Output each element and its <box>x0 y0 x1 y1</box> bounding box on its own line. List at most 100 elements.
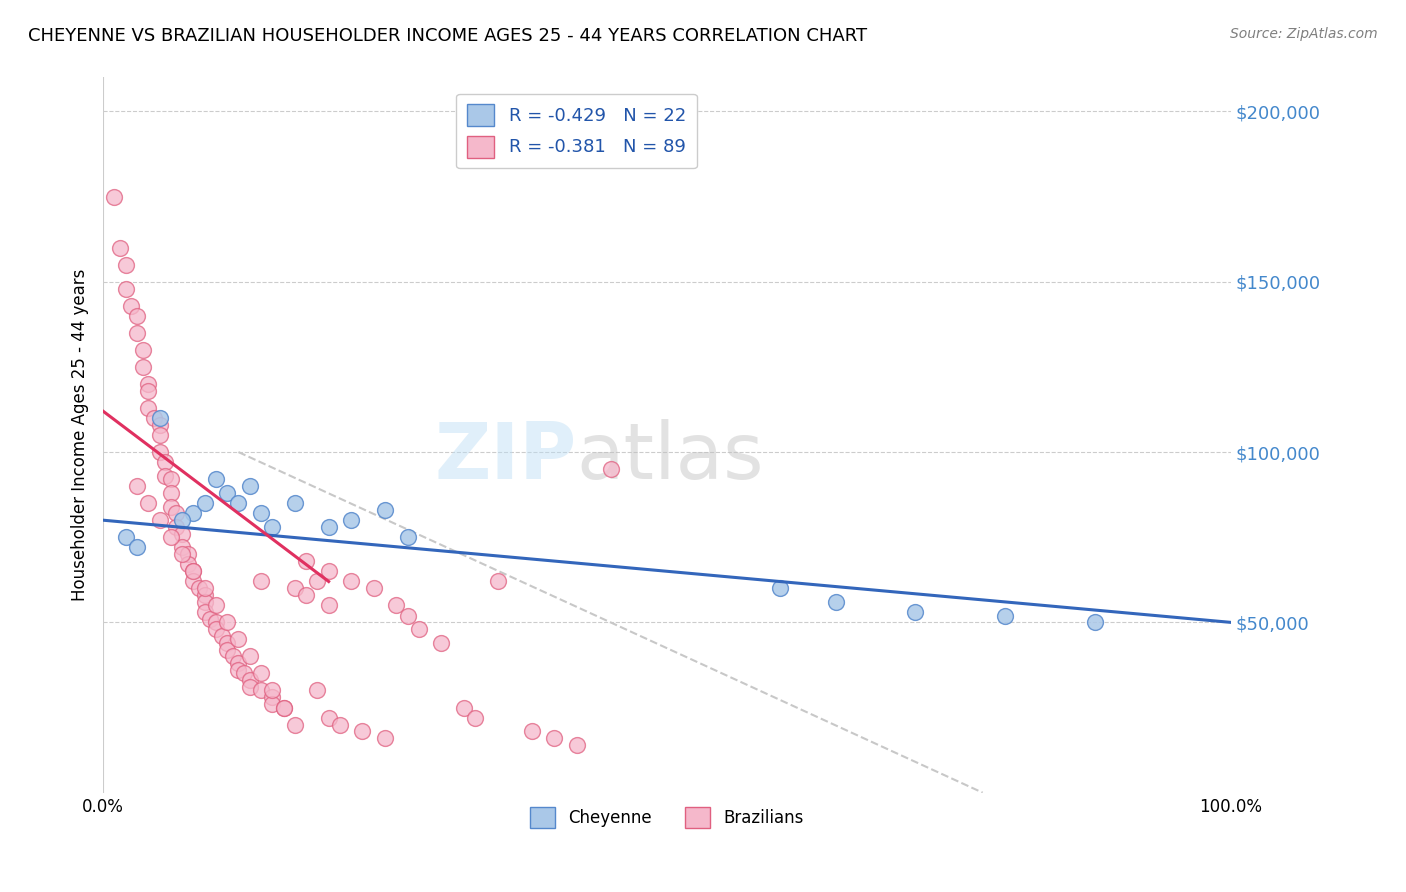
Point <box>543 731 565 746</box>
Point <box>159 500 181 514</box>
Point <box>239 479 262 493</box>
Y-axis label: Householder Income Ages 25 - 44 years: Householder Income Ages 25 - 44 years <box>72 268 89 601</box>
Point <box>194 595 217 609</box>
Point <box>295 588 318 602</box>
Point <box>250 683 273 698</box>
Point <box>165 507 187 521</box>
Point <box>114 530 136 544</box>
Point <box>228 632 250 647</box>
Point <box>228 657 250 671</box>
Point <box>318 599 340 613</box>
Point <box>239 649 262 664</box>
Legend: Cheyenne, Brazilians: Cheyenne, Brazilians <box>523 801 811 834</box>
Point <box>194 582 217 596</box>
Point <box>284 582 307 596</box>
Point <box>904 605 927 619</box>
Point <box>194 588 217 602</box>
Point <box>194 605 217 619</box>
Point <box>120 299 142 313</box>
Point <box>136 376 159 391</box>
Point <box>136 384 159 398</box>
Point <box>188 582 211 596</box>
Point <box>262 697 284 711</box>
Point <box>114 282 136 296</box>
Point <box>125 541 148 555</box>
Text: ZIP: ZIP <box>434 418 576 494</box>
Point <box>340 513 363 527</box>
Point <box>284 496 307 510</box>
Point <box>396 530 419 544</box>
Point <box>374 731 396 746</box>
Point <box>159 486 181 500</box>
Point <box>318 711 340 725</box>
Point <box>408 622 430 636</box>
Point <box>250 507 273 521</box>
Point <box>205 472 228 486</box>
Point <box>183 564 205 578</box>
Point <box>340 574 363 589</box>
Point <box>318 564 340 578</box>
Point <box>153 469 176 483</box>
Point <box>142 411 165 425</box>
Text: Source: ZipAtlas.com: Source: ZipAtlas.com <box>1230 27 1378 41</box>
Text: CHEYENNE VS BRAZILIAN HOUSEHOLDER INCOME AGES 25 - 44 YEARS CORRELATION CHART: CHEYENNE VS BRAZILIAN HOUSEHOLDER INCOME… <box>28 27 868 45</box>
Point <box>228 496 250 510</box>
Point <box>217 486 239 500</box>
Point <box>239 680 262 694</box>
Point <box>176 547 198 561</box>
Point <box>284 717 307 731</box>
Point <box>599 462 621 476</box>
Point <box>170 513 193 527</box>
Point <box>103 189 125 203</box>
Point <box>148 417 170 432</box>
Point <box>307 574 329 589</box>
Point <box>385 599 408 613</box>
Point <box>994 608 1017 623</box>
Point <box>205 599 228 613</box>
Point <box>520 724 543 739</box>
Point <box>486 574 509 589</box>
Point <box>176 558 198 572</box>
Point <box>131 359 153 374</box>
Point <box>148 445 170 459</box>
Point <box>170 526 193 541</box>
Point <box>159 472 181 486</box>
Point <box>131 343 153 357</box>
Point <box>205 622 228 636</box>
Point <box>211 629 233 643</box>
Point <box>396 608 419 623</box>
Point <box>222 649 245 664</box>
Point <box>183 574 205 589</box>
Point <box>217 642 239 657</box>
Point <box>273 700 295 714</box>
Point <box>194 496 217 510</box>
Point <box>148 411 170 425</box>
Point <box>183 507 205 521</box>
Point <box>262 683 284 698</box>
Point <box>262 690 284 705</box>
Point <box>165 520 187 534</box>
Point <box>769 582 792 596</box>
Point <box>318 520 340 534</box>
Point <box>295 554 318 568</box>
Point <box>125 326 148 340</box>
Text: atlas: atlas <box>576 418 765 494</box>
Point <box>825 595 848 609</box>
Point <box>239 673 262 688</box>
Point <box>200 612 222 626</box>
Point <box>217 615 239 630</box>
Point <box>170 547 193 561</box>
Point <box>170 541 193 555</box>
Point <box>363 582 385 596</box>
Point <box>329 717 352 731</box>
Point <box>125 479 148 493</box>
Point <box>205 615 228 630</box>
Point <box>453 700 475 714</box>
Point <box>1084 615 1107 630</box>
Point <box>217 636 239 650</box>
Point <box>233 666 256 681</box>
Point <box>430 636 453 650</box>
Point <box>125 309 148 323</box>
Point <box>228 663 250 677</box>
Point <box>250 666 273 681</box>
